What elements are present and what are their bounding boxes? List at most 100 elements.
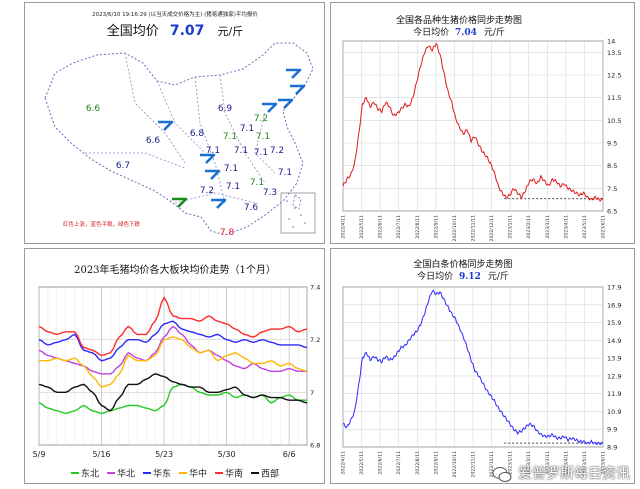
chart3-ytick-label: 10.9: [607, 408, 621, 416]
taiwan-island: [292, 194, 302, 210]
region-value-hainan: 7.8: [220, 228, 235, 238]
region-value-henan: 7.1: [234, 146, 248, 156]
chart2-series-line-3: [39, 336, 308, 388]
chart1-xtick-label: 2023/5/11: [582, 215, 588, 239]
guizhou-arrow-icon: [172, 197, 188, 208]
chart2-legend-label-5: 西部: [261, 468, 279, 480]
province-lines: [85, 52, 276, 204]
chart3-xtick-label: 2022/7/11: [396, 451, 402, 475]
chart3-xtick-label: 2022/6/11: [378, 451, 384, 475]
regional-price-chart-panel: 2023年毛猪均价各大板块均价走势（1个月） 7.4 7.2 7 6.8 5/9 5/16…: [24, 248, 325, 484]
regional-price-chart: 2023年毛猪均价各大板块均价走势（1个月） 7.4 7.2 7 6.8 5/9 5/16…: [33, 263, 321, 480]
chart1-xtick-label: 2023/3/11: [545, 215, 551, 239]
chart1-xtick-label: 2022/4/11: [341, 215, 347, 239]
chart2-xtick-label: 5/30: [218, 450, 236, 459]
chart2-legend: 东北 华北 华东 华中 华南 西部: [71, 468, 279, 480]
chart1-xtick-label: 2022/7/11: [396, 215, 402, 239]
chart2-title: 2023年毛猪均价各大板块均价走势（1个月）: [74, 263, 276, 276]
chart1-xtick-label: 2023/6/11: [601, 215, 607, 239]
chart1-xtick-label: 2023/2/11: [526, 215, 532, 239]
chart2-xtick-label: 6/6: [283, 450, 296, 459]
liaoning-arrow-icon: [278, 98, 294, 109]
chart1-subtitle-unit: 元/斤: [484, 27, 505, 38]
chart1-ytick-label: 9.5: [607, 140, 617, 148]
chart3-xtick-label: 2022/12/11: [489, 451, 495, 478]
region-value-gansu: 6.8: [190, 129, 205, 139]
region-value-qinghai: 6.6: [146, 136, 161, 146]
svg-text:今日均价 7.04 元/斤: 今日均价 7.04 元/斤: [413, 26, 505, 38]
map-legend-note: 红色上涨，蓝色平稳，绿色下跌: [63, 220, 141, 228]
live-hog-price-chart: 全国各品种生猪价格同步走势图 今日均价 7.04 元/斤 14 13.5 12.5 1…: [341, 14, 622, 242]
carcass-price-chart: 全国白条价格同步走势图 今日均价 9.12 元/斤 17.9 16.9 15.9 14…: [341, 258, 622, 478]
chart2-legend-label-2: 华东: [153, 468, 171, 480]
chart2-legend-label-3: 华中: [189, 468, 207, 480]
live-hog-price-chart-panel: 全国各品种生猪价格同步走势图 今日均价 7.04 元/斤 14 13.5 12.5 1…: [330, 2, 635, 244]
ningxia-arrow-icon: [158, 120, 174, 131]
chart1-xtick-label: 2022/6/11: [378, 215, 384, 239]
china-price-map-panel: 2023/6/10 19:16:29 (以当天成交价格为主) (猪易通独家)平均…: [24, 2, 325, 244]
china-outline: [44, 42, 314, 236]
chart3-xtick-label: 2022/10/11: [452, 451, 458, 478]
chart2-series-line-2: [38, 320, 308, 362]
chart2-ytick-label: 7.2: [310, 336, 320, 344]
region-value-anhui: 7.1: [254, 148, 268, 158]
chart3-title: 全国白条价格同步走势图: [413, 258, 512, 270]
chart1-ytick-label: 7.5: [607, 185, 617, 193]
wechat-icon: [492, 467, 512, 482]
region-value-sichuan: 7.2: [200, 186, 214, 196]
chart2-xtick-label: 5/9: [33, 450, 46, 459]
chart1-ytick-label: 6.5: [607, 208, 617, 216]
chart2-ytick-label: 7.4: [310, 284, 320, 292]
chart1-xtick-label: 2022/12/11: [489, 215, 495, 242]
south-sea-inset: [280, 192, 316, 234]
south-sea-islands: [286, 200, 306, 228]
map-title-label: 全国均价: [107, 23, 159, 39]
chart2-xtick-label: 5/16: [93, 450, 111, 459]
chongqing-arrow-icon: [205, 169, 221, 180]
region-value-shandong: 7.1: [256, 132, 270, 142]
region-value-beijing: 7.2: [254, 114, 268, 124]
svg-text:今日均价 9.12 元/斤: 今日均价 9.12 元/斤: [417, 270, 509, 282]
heilongjiang-arrow-icon: [286, 68, 302, 79]
chart1-title: 全国各品种生猪价格同步走势图: [396, 14, 522, 26]
chart1-xtick-label: 2022/10/11: [452, 215, 458, 242]
chart2-legend-label-0: 东北: [81, 468, 99, 480]
chart3-xtick-label: 2022/8/11: [415, 451, 421, 475]
map-region-values: 6.66.76.66.86.97.27.17.17.17.1 7.1 7.1 7.27…: [86, 104, 292, 238]
region-value-tibet: 6.7: [116, 161, 130, 171]
map-trend-arrows: [158, 68, 306, 209]
chart2-ytick-label: 6.8: [310, 442, 320, 450]
chart3-ytick-label: 11.9: [607, 390, 621, 398]
chart1-ytick-label: 8.5: [607, 162, 617, 170]
svg-text:全国均价 7.07 元/斤: 全国均价 7.07 元/斤: [107, 20, 243, 39]
chart1-xtick-label: 2023/4/11: [563, 215, 569, 239]
chart3-xtick-label: 2022/4/11: [341, 451, 347, 475]
region-value-fujian: 7.3: [263, 188, 277, 198]
chart3-xtick-label: 2023/6/11: [601, 451, 607, 475]
guangxi-arrow-icon: [211, 198, 227, 209]
chart1-xtick-label: 2022/5/11: [359, 215, 365, 239]
chart2-legend-label-4: 华南: [225, 468, 243, 480]
region-value-shanxi: 7.1: [223, 132, 237, 142]
chart3-xtick-label: 2023/1/11: [508, 451, 514, 475]
chart1-xtick-label: 2023/1/11: [508, 215, 514, 239]
chart3-subtitle-unit: 元/斤: [488, 271, 509, 282]
chart3-xtick-label: 2022/11/11: [471, 451, 477, 478]
chart3-xtick-label: 2023/3/11: [545, 451, 551, 475]
yunnan-arrow-icon: [200, 153, 216, 164]
region-value-inner-mongolia: 6.9: [218, 104, 233, 114]
chart3-ytick-label: 17.9: [607, 284, 621, 292]
map-timestamp: 2023/6/10 19:16:29 (以当天成交价格为主) (猪易通独家)平均…: [92, 10, 258, 18]
jilin-arrow-icon: [290, 84, 306, 95]
region-value-shaanxi: 7.1: [206, 146, 220, 156]
inner-mongolia-arrow-icon: [262, 102, 278, 113]
chart1-ytick-label: 12.5: [607, 72, 621, 80]
chart2-xtick-label: 5/23: [155, 450, 173, 459]
region-value-hubei: 7.1: [224, 164, 238, 174]
chart3-xtick-label: 2022/9/11: [433, 451, 439, 475]
chart1-subtitle-value: 7.04: [455, 28, 477, 38]
chart3-xtick-label: 2023/4/11: [563, 451, 569, 475]
chart1-ytick-label: 10.5: [607, 117, 621, 125]
map-title-unit: 元/斤: [218, 25, 244, 38]
chart3-xtick-label: 2023/2/11: [526, 451, 532, 475]
